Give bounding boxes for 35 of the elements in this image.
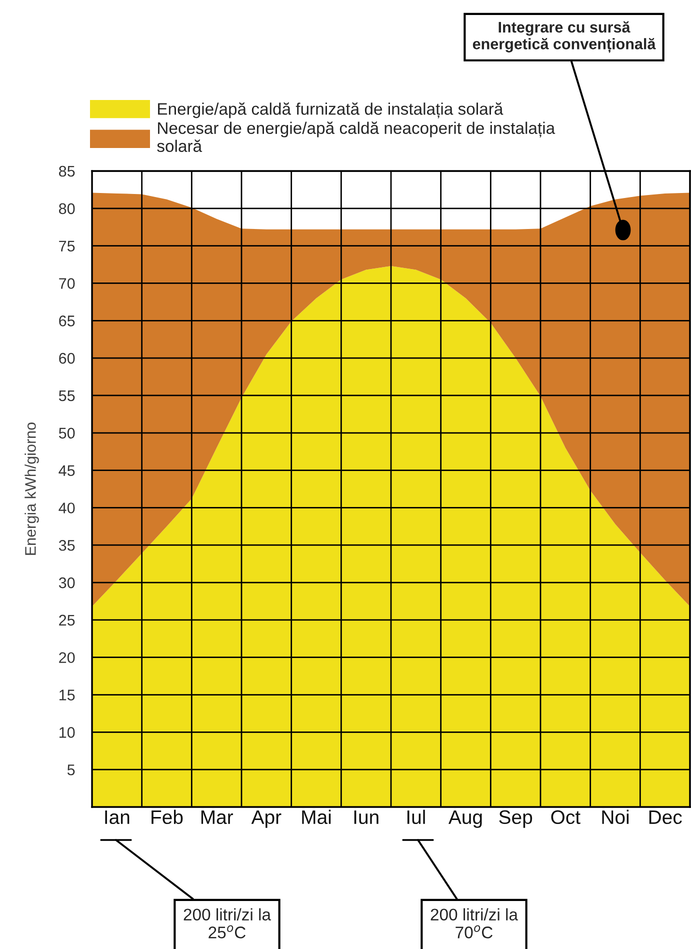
y-tick-label: 20 [59,652,75,664]
x-tick-label: Noi [602,810,629,824]
x-tick-label: Oct [551,810,580,824]
y-tick-label: 80 [59,203,75,214]
y-tick-label: 5 [67,764,75,776]
text: 200 litri/zi la 25$^{o}$C [184,908,271,938]
y-tick-label: 45 [58,465,75,476]
y-tick-label: 25 [59,614,75,626]
x-tick-label: Apr [251,810,282,828]
y-tick-label: 30 [58,577,75,588]
x-tick-label: Iul [407,810,425,824]
x-tick-label: Ian [105,810,130,824]
x-tick-label: Dec [649,810,682,824]
y-tick-label: 10 [60,727,75,738]
y-tick-label: 85 [59,166,75,177]
x-tick-label: Mar [201,810,234,824]
text: 200 litri/zi la 70$^{o}$C [430,908,518,938]
x-tick-label: Mai [302,810,331,824]
x-tick-label: Aug [448,810,482,828]
x-tick-label: Sep [499,810,532,828]
x-tick-label: Feb [152,810,183,824]
y-tick-label: 35 [58,540,75,551]
y-tick-label: 65 [59,316,75,326]
y-tick-label: 50 [58,428,75,439]
x-tick-label: Iun [354,810,378,824]
legend-label: Energie/apă caldă furnizată de instalația solară [158,102,504,118]
legend-label: Necesar de energie/apă caldă neacoperit de instalația solară [157,122,556,152]
y-tick-label: 15 [60,690,75,700]
y-tick-label: 55 [58,390,75,402]
y-tick-label: 75 [59,240,75,252]
y-tick-label: 40 [58,502,75,514]
text: Integrare cu sursă energetică convențională [472,21,656,53]
y-tick-label: 60 [59,352,75,364]
y-axis-title: Energia kWh/giorno [24,422,39,555]
y-tick-label: 70 [59,278,75,289]
